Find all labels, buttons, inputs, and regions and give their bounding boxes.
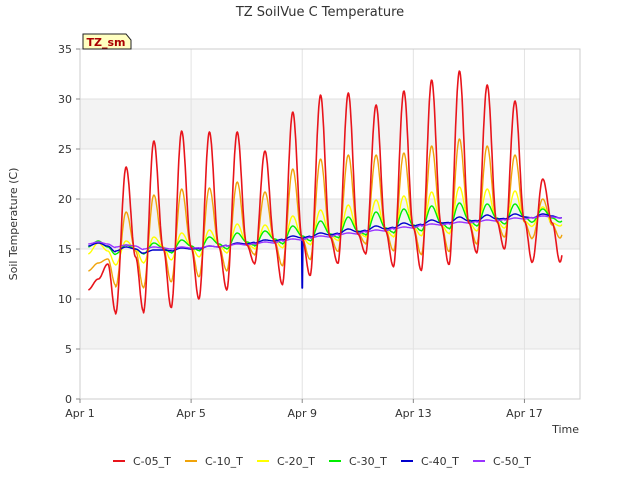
legend-label-c-10-t: C-10_T	[205, 455, 243, 468]
x-axis: Apr 1 Apr 5 Apr 9 Apr 13 Apr 17	[65, 399, 543, 420]
legend-label-c-30-t: C-30_T	[349, 455, 387, 468]
y-tick-label: 10	[58, 293, 72, 306]
plot-frame	[79, 48, 581, 400]
legend-label-c-20-t: C-20_T	[277, 455, 315, 468]
legend-label-c-40-t: C-40_T	[421, 455, 459, 468]
plot-band	[80, 99, 580, 149]
x-tick-label: Apr 13	[395, 407, 432, 420]
legend-label-c-50-t: C-50_T	[493, 455, 531, 468]
series-line-c-10-t	[88, 138, 563, 289]
y-tick-label: 25	[58, 143, 72, 156]
y-tick-label: 0	[65, 393, 72, 406]
legend-label-c-05-t: C-05_T	[133, 455, 171, 468]
y-tick-label: 15	[58, 243, 72, 256]
plot-band	[80, 199, 580, 249]
annotation-badge: TZ_sm	[82, 33, 132, 50]
x-axis-label: Time	[551, 423, 579, 436]
x-tick-label: Apr 5	[176, 407, 206, 420]
plot-band	[80, 349, 580, 399]
plot-band	[80, 249, 580, 299]
series-lines	[88, 70, 563, 315]
plot-band	[80, 299, 580, 349]
plot-band	[80, 49, 580, 99]
series-line-c-50-t	[88, 215, 563, 251]
plot-band	[80, 149, 580, 199]
y-axis: 0 5 10 15 20 25 30 35	[58, 43, 80, 406]
y-axis-label: Soil Temperature (C)	[7, 168, 20, 281]
series-line-c-20-t	[88, 186, 563, 266]
series-line-c-05-t	[88, 70, 563, 315]
series-line-c-40-t	[88, 213, 563, 289]
x-tick-label: Apr 17	[506, 407, 543, 420]
plot-background	[80, 49, 580, 399]
annotation-box	[82, 33, 132, 50]
y-tick-label: 35	[58, 43, 72, 56]
chart-title: TZ SoilVue C Temperature	[235, 5, 404, 20]
y-tick-label: 5	[65, 343, 72, 356]
y-tick-label: 20	[58, 193, 72, 206]
annotation-text: TZ_sm	[87, 36, 126, 49]
x-tick-label: Apr 9	[287, 407, 317, 420]
y-tick-label: 30	[58, 93, 72, 106]
legend: C-05_T C-10_T C-20_T C-30_T C-40_T C-50_T	[113, 455, 531, 468]
x-tick-label: Apr 1	[65, 407, 95, 420]
